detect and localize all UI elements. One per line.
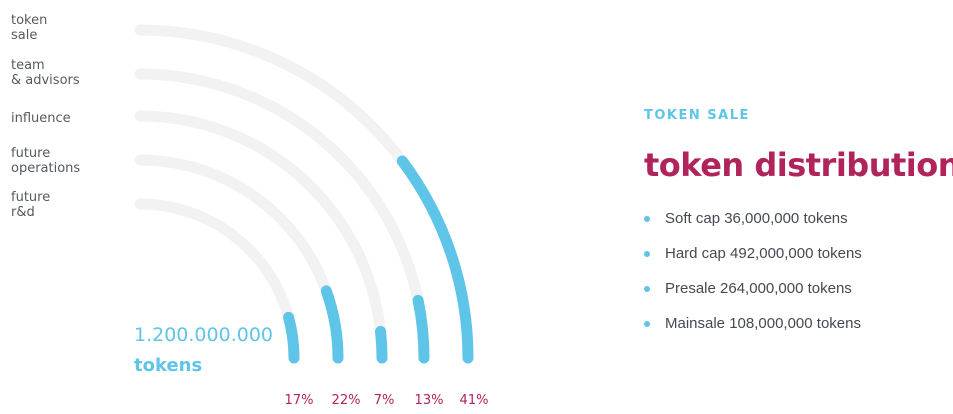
total-token-unit: tokens <box>134 355 203 376</box>
percent-label: 22% <box>332 393 361 408</box>
list-item: Soft cap 36,000,000 tokens <box>644 210 862 245</box>
bullet-dot-icon <box>644 251 650 257</box>
category-label: token sale <box>11 13 48 43</box>
bullet-dot-icon <box>644 321 650 327</box>
category-label: future operations <box>11 146 81 176</box>
category-label: team & advisors <box>11 58 80 88</box>
token-facts-list: Soft cap 36,000,000 tokens Hard cap 492,… <box>644 210 862 350</box>
radial-bar-chart: 41% 13% 7% 22% 17% <box>134 24 489 408</box>
percent-label: 41% <box>460 393 489 408</box>
arc-bar <box>375 325 388 364</box>
fact-text: Presale 264,000,000 tokens <box>665 280 852 297</box>
arc-bar <box>320 285 344 364</box>
arc-track <box>134 110 388 364</box>
arc-bar <box>412 294 430 364</box>
percent-label: 7% <box>374 393 395 408</box>
total-token-count: 1.200.000.000 <box>134 324 274 346</box>
fact-text: Mainsale 108,000,000 tokens <box>665 315 861 332</box>
fact-text: Hard cap 492,000,000 tokens <box>665 245 862 262</box>
list-item: Presale 264,000,000 tokens <box>644 280 862 315</box>
list-item: Hard cap 492,000,000 tokens <box>644 245 862 280</box>
page-title: token distribution <box>644 146 953 184</box>
token-info-panel: TOKEN SALE token distribution Soft cap 3… <box>644 108 953 332</box>
bullet-dot-icon <box>644 216 650 222</box>
bullet-dot-icon <box>644 286 650 292</box>
list-item: Mainsale 108,000,000 tokens <box>644 315 862 350</box>
percent-label: 17% <box>285 393 314 408</box>
category-label: future r&d <box>11 190 51 220</box>
arc-bar <box>396 155 474 364</box>
percent-label: 13% <box>415 393 444 408</box>
arc-track <box>134 68 430 364</box>
category-label: influence <box>11 111 71 126</box>
fact-text: Soft cap 36,000,000 tokens <box>665 210 848 227</box>
section-eyebrow: TOKEN SALE <box>644 108 750 123</box>
arc-bar <box>283 311 300 364</box>
